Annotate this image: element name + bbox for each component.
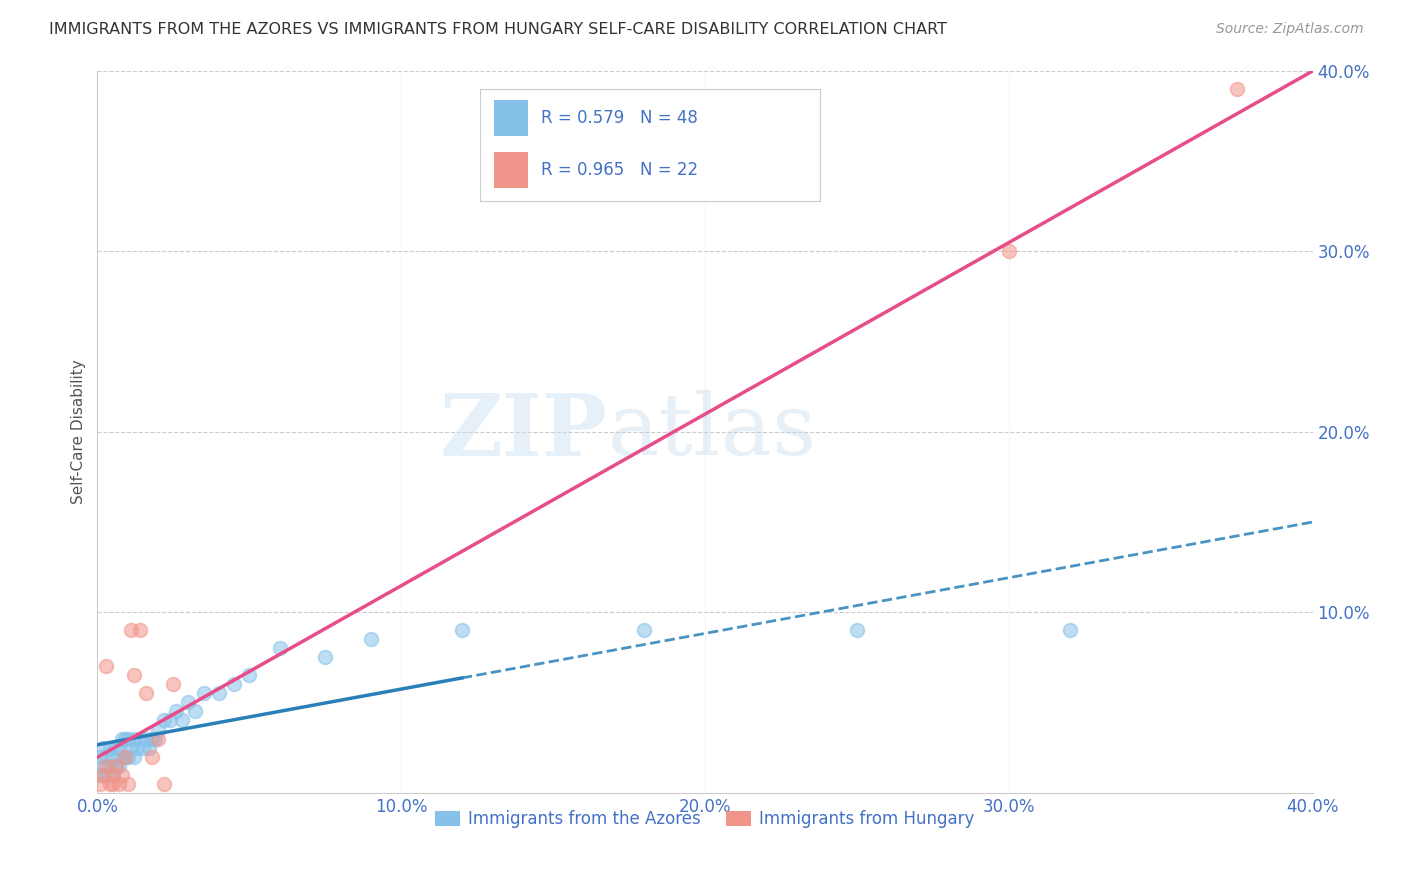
Point bbox=[1226, 82, 1249, 96]
Point bbox=[141, 731, 163, 746]
Point bbox=[146, 723, 169, 737]
Point bbox=[101, 767, 124, 781]
Point bbox=[101, 767, 124, 781]
Point bbox=[96, 749, 118, 764]
Point bbox=[117, 731, 139, 746]
Point bbox=[845, 624, 868, 638]
Point bbox=[633, 624, 655, 638]
Point bbox=[314, 650, 336, 665]
Point bbox=[93, 758, 115, 772]
Point bbox=[193, 686, 215, 700]
Point bbox=[128, 731, 150, 746]
Point bbox=[96, 758, 118, 772]
Point bbox=[114, 731, 136, 746]
Point bbox=[269, 641, 291, 656]
Point bbox=[101, 749, 124, 764]
Point bbox=[128, 624, 150, 638]
Point bbox=[208, 686, 231, 700]
Point bbox=[222, 677, 245, 691]
Point bbox=[101, 777, 124, 791]
Point bbox=[135, 731, 157, 746]
Point bbox=[107, 758, 129, 772]
Point bbox=[111, 767, 134, 781]
Point bbox=[177, 696, 200, 710]
Legend: Immigrants from the Azores, Immigrants from Hungary: Immigrants from the Azores, Immigrants f… bbox=[429, 804, 981, 835]
Text: ZIP: ZIP bbox=[440, 390, 607, 474]
Point bbox=[360, 632, 382, 647]
Point bbox=[98, 740, 121, 755]
Text: atlas: atlas bbox=[607, 391, 817, 474]
Point bbox=[162, 677, 184, 691]
Point bbox=[111, 731, 134, 746]
Point bbox=[96, 767, 118, 781]
Point bbox=[159, 714, 181, 728]
Point bbox=[122, 731, 145, 746]
Point bbox=[98, 777, 121, 791]
Point bbox=[143, 731, 166, 746]
Point bbox=[114, 749, 136, 764]
Point bbox=[89, 767, 111, 781]
Point bbox=[89, 777, 111, 791]
Point bbox=[120, 624, 142, 638]
Point bbox=[93, 767, 115, 781]
Point bbox=[89, 749, 111, 764]
Point bbox=[98, 758, 121, 772]
Point bbox=[238, 668, 260, 682]
Point bbox=[120, 740, 142, 755]
Point bbox=[114, 749, 136, 764]
Point bbox=[153, 714, 176, 728]
Point bbox=[122, 749, 145, 764]
Point bbox=[107, 740, 129, 755]
Point bbox=[1059, 624, 1081, 638]
Point bbox=[141, 749, 163, 764]
Point bbox=[111, 749, 134, 764]
Point bbox=[117, 777, 139, 791]
Point bbox=[107, 777, 129, 791]
Point bbox=[104, 758, 127, 772]
Point bbox=[117, 749, 139, 764]
Point bbox=[165, 705, 187, 719]
Point bbox=[183, 705, 205, 719]
Point bbox=[135, 686, 157, 700]
Y-axis label: Self-Care Disability: Self-Care Disability bbox=[72, 359, 86, 504]
Point bbox=[172, 714, 194, 728]
Point bbox=[93, 740, 115, 755]
Point bbox=[96, 659, 118, 673]
Text: Source: ZipAtlas.com: Source: ZipAtlas.com bbox=[1216, 22, 1364, 37]
Point bbox=[132, 740, 155, 755]
Point bbox=[451, 624, 474, 638]
Point bbox=[153, 777, 176, 791]
Text: IMMIGRANTS FROM THE AZORES VS IMMIGRANTS FROM HUNGARY SELF-CARE DISABILITY CORRE: IMMIGRANTS FROM THE AZORES VS IMMIGRANTS… bbox=[49, 22, 948, 37]
Point bbox=[125, 740, 148, 755]
Point bbox=[146, 731, 169, 746]
Point bbox=[997, 244, 1019, 259]
Point bbox=[104, 758, 127, 772]
Point bbox=[104, 740, 127, 755]
Point bbox=[138, 740, 160, 755]
Point bbox=[122, 668, 145, 682]
